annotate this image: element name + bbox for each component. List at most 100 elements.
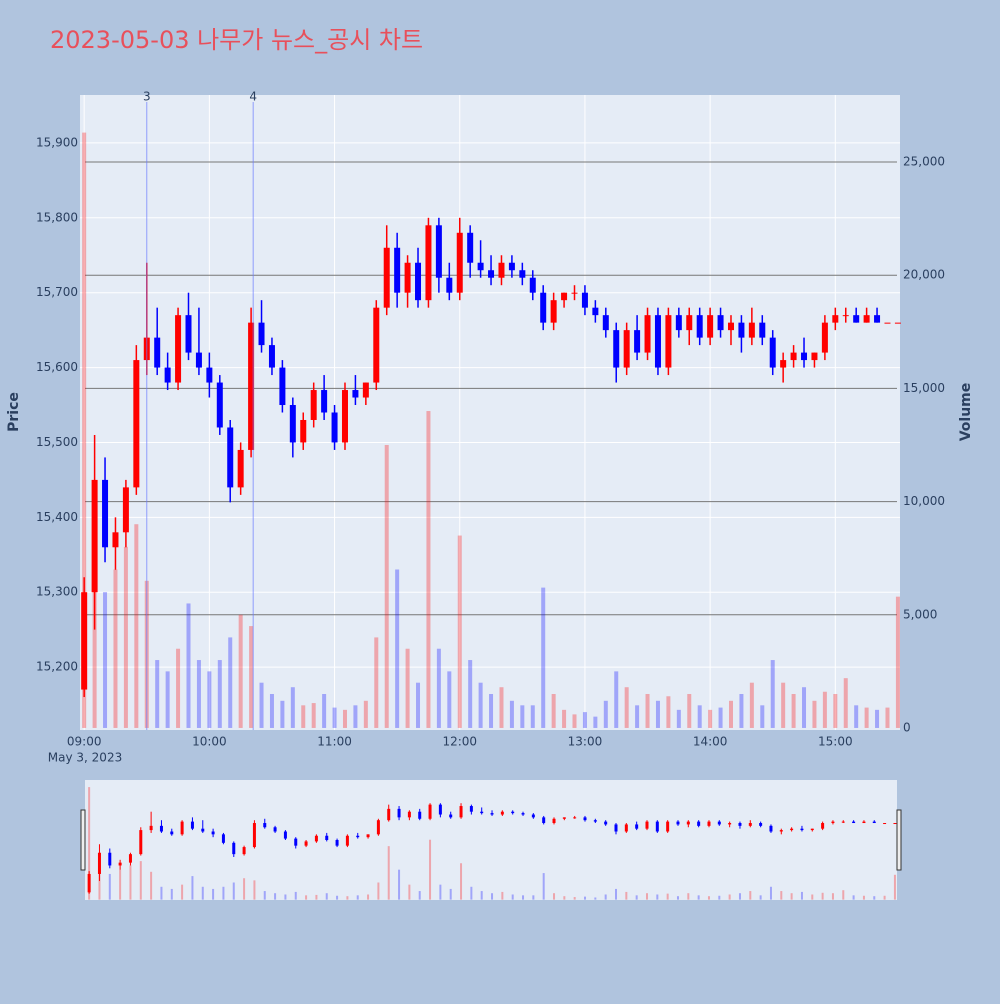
x-tick-label: 12:00 — [442, 735, 477, 749]
volume-bar — [408, 884, 411, 900]
candle-body — [853, 315, 860, 323]
candle-body — [195, 352, 202, 368]
candle-body — [821, 322, 828, 353]
volume-bar — [398, 869, 401, 900]
volume-bar — [301, 705, 306, 728]
volume-bar — [134, 524, 139, 728]
volume-bar — [615, 888, 618, 900]
volume-bar — [139, 861, 142, 900]
candle-body — [821, 823, 825, 829]
volume-bar — [294, 891, 297, 900]
volume-bar — [593, 716, 598, 728]
volume-bar — [883, 895, 886, 900]
volume-bar — [541, 587, 546, 728]
volume-bar — [160, 886, 163, 900]
volume-bar — [103, 592, 108, 728]
volume-bar — [728, 894, 731, 900]
candle-body — [304, 841, 308, 846]
y2-tick-label: 0 — [903, 720, 911, 734]
candle-body — [521, 813, 525, 815]
candle-body — [623, 330, 630, 368]
candle-body — [352, 390, 359, 398]
candle-body — [438, 804, 442, 815]
volume-bar — [269, 694, 274, 728]
candle-body — [645, 821, 649, 829]
candle-body — [211, 831, 215, 835]
candle-body — [227, 427, 234, 488]
candle-body — [341, 390, 348, 443]
candle-body — [175, 315, 182, 383]
candle-body — [469, 806, 473, 812]
volume-bar — [165, 671, 170, 728]
volume-bar — [572, 714, 577, 728]
volume-bar — [460, 863, 463, 900]
candle-body — [811, 352, 818, 361]
candle-body — [394, 247, 401, 293]
candle-body — [446, 277, 453, 293]
volume-bar — [854, 705, 859, 728]
volume-bar — [563, 896, 566, 900]
candle-body — [874, 315, 881, 323]
candle-body — [748, 322, 755, 338]
candle-body — [345, 835, 349, 846]
candle-body — [519, 270, 526, 278]
range-slider[interactable] — [85, 780, 897, 900]
candle-body — [759, 823, 763, 826]
annotation-label: 3 — [143, 90, 151, 104]
candle-body — [500, 811, 504, 815]
volume-bar — [542, 873, 545, 900]
candle-body — [366, 834, 370, 838]
volume-bar — [885, 707, 890, 728]
candle-body — [696, 315, 703, 338]
candle-body — [407, 811, 411, 818]
candle-body — [185, 315, 192, 353]
volume-bar — [217, 660, 222, 728]
volume-bar — [436, 648, 441, 728]
volume-bar — [232, 882, 235, 900]
candle-body — [790, 828, 794, 831]
y-tick-label: 15,600 — [36, 360, 78, 374]
candle-body — [624, 824, 628, 832]
volume-bar — [429, 839, 432, 900]
volume-bar — [603, 700, 608, 728]
y2-tick-label: 20,000 — [903, 268, 945, 282]
candle-body — [561, 292, 568, 301]
candle-body — [102, 479, 109, 548]
candle-body — [418, 811, 422, 819]
candle-body — [373, 307, 380, 383]
candle-body — [831, 821, 835, 824]
volume-bar — [259, 682, 264, 728]
candle-body — [122, 487, 129, 533]
volume-bar — [759, 895, 762, 900]
volume-bar — [582, 712, 587, 728]
candle-body — [415, 262, 422, 301]
candle-body — [769, 337, 776, 368]
candle-body — [634, 330, 641, 353]
candle-body — [164, 367, 171, 383]
candle-body — [893, 823, 897, 825]
volume-bar — [718, 895, 721, 900]
candle-body — [190, 821, 194, 829]
volume-bar — [676, 709, 681, 728]
candle-body — [654, 315, 661, 368]
range-handle-left[interactable] — [80, 809, 86, 871]
candle-body — [604, 821, 608, 825]
volume-bar — [489, 694, 494, 728]
candle-body — [477, 262, 484, 271]
candle-body — [769, 825, 773, 832]
volume-bar — [155, 660, 160, 728]
volume-bar — [594, 897, 597, 900]
volume-bar — [212, 888, 215, 900]
volume-bar — [478, 682, 483, 728]
volume-bar — [707, 896, 710, 900]
volume-bar — [129, 865, 132, 900]
candle-body — [727, 322, 734, 331]
volume-bar — [243, 878, 246, 900]
candle-body — [159, 825, 163, 832]
candle-body — [717, 315, 724, 331]
range-handle-right[interactable] — [896, 809, 902, 871]
volume-bar — [812, 700, 817, 728]
volume-bar — [280, 700, 285, 728]
candle-body — [883, 823, 887, 825]
candle-body — [108, 852, 112, 866]
